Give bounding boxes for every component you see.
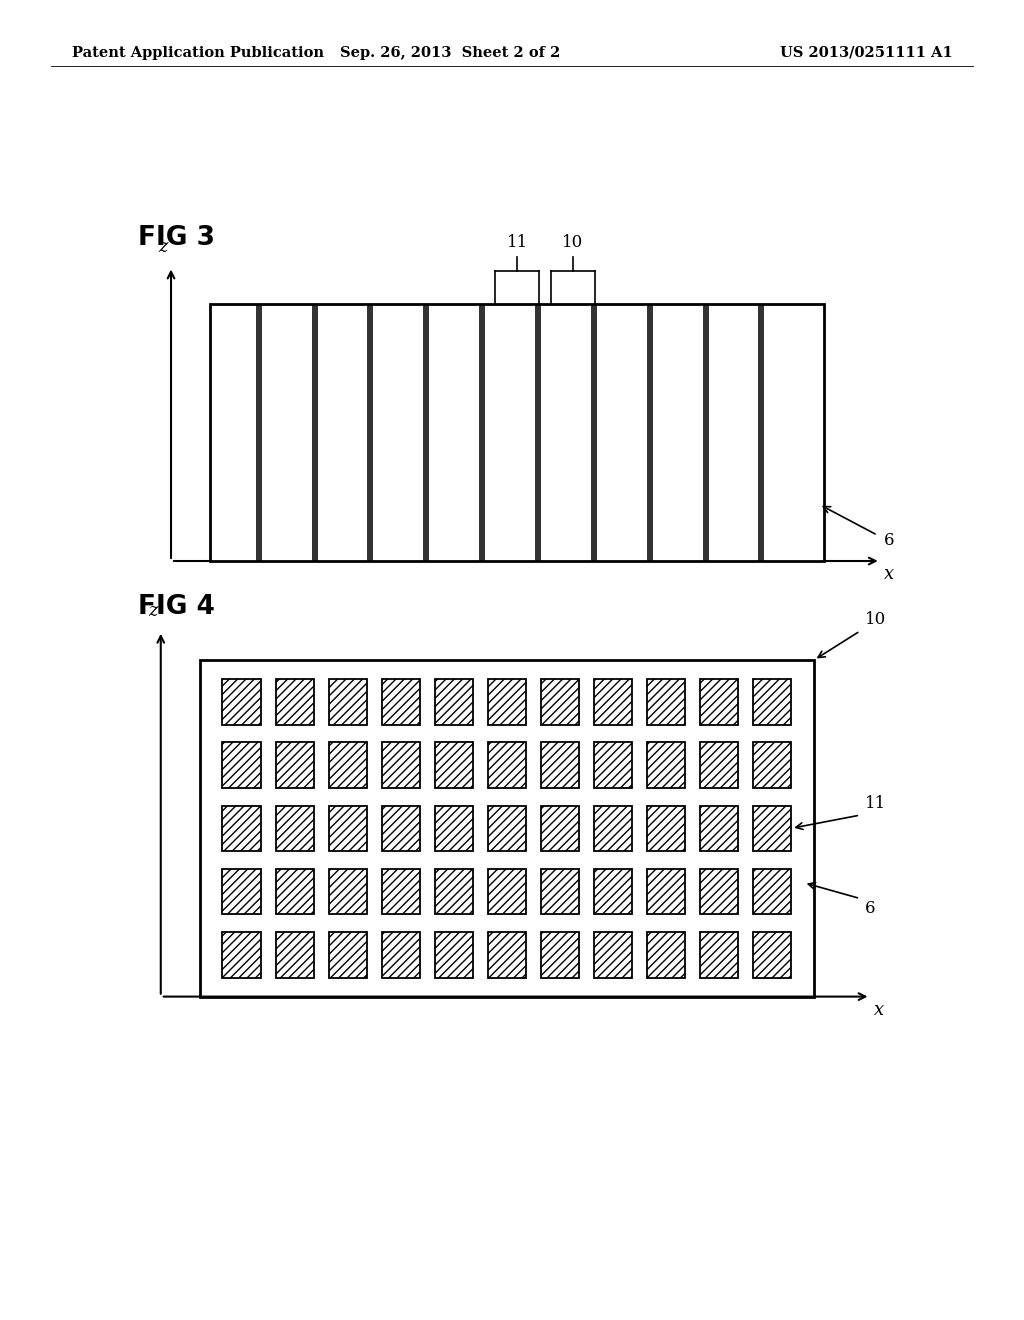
Bar: [647, 304, 652, 561]
Bar: [329, 805, 367, 851]
Bar: [200, 660, 814, 997]
Bar: [275, 805, 313, 851]
Text: z: z: [147, 602, 158, 620]
Text: Patent Application Publication: Patent Application Publication: [72, 46, 324, 59]
Bar: [378, 304, 433, 561]
Bar: [382, 932, 420, 978]
Bar: [700, 805, 738, 851]
Text: US 2013/0251111 A1: US 2013/0251111 A1: [779, 46, 952, 59]
Bar: [329, 932, 367, 978]
Bar: [647, 742, 685, 788]
Text: FIG 4: FIG 4: [138, 594, 215, 620]
Bar: [700, 742, 738, 788]
Bar: [753, 742, 792, 788]
Bar: [594, 678, 632, 725]
Bar: [435, 932, 473, 978]
Bar: [210, 304, 824, 561]
Bar: [753, 932, 792, 978]
Bar: [329, 869, 367, 915]
Text: 6: 6: [884, 532, 894, 549]
Text: 11: 11: [507, 234, 527, 251]
Bar: [541, 678, 579, 725]
Bar: [275, 742, 313, 788]
Bar: [656, 304, 713, 561]
Bar: [489, 304, 545, 561]
Bar: [594, 742, 632, 788]
Bar: [329, 678, 367, 725]
Bar: [210, 304, 266, 561]
Bar: [275, 932, 313, 978]
Bar: [222, 932, 261, 978]
Bar: [594, 805, 632, 851]
Bar: [753, 869, 792, 915]
Bar: [435, 678, 473, 725]
Bar: [700, 869, 738, 915]
Bar: [222, 869, 261, 915]
Bar: [487, 932, 526, 978]
Text: Sep. 26, 2013  Sheet 2 of 2: Sep. 26, 2013 Sheet 2 of 2: [340, 46, 561, 59]
Bar: [541, 869, 579, 915]
Bar: [594, 932, 632, 978]
Bar: [275, 678, 313, 725]
Bar: [479, 304, 485, 561]
Bar: [541, 932, 579, 978]
Bar: [382, 869, 420, 915]
Bar: [311, 304, 317, 561]
Bar: [329, 742, 367, 788]
Bar: [541, 805, 579, 851]
Text: 10: 10: [562, 234, 584, 251]
Text: x: x: [884, 565, 894, 583]
Bar: [759, 304, 765, 561]
Bar: [541, 742, 579, 788]
Bar: [713, 304, 768, 561]
Bar: [433, 304, 489, 561]
Bar: [222, 805, 261, 851]
Bar: [700, 932, 738, 978]
Bar: [256, 304, 262, 561]
Bar: [368, 304, 374, 561]
Bar: [601, 304, 656, 561]
Bar: [275, 869, 313, 915]
Bar: [594, 869, 632, 915]
Bar: [435, 742, 473, 788]
Bar: [647, 678, 685, 725]
Text: 10: 10: [865, 611, 887, 628]
Bar: [487, 742, 526, 788]
Text: z: z: [158, 238, 168, 256]
Bar: [487, 805, 526, 851]
Bar: [210, 304, 824, 561]
Bar: [222, 742, 261, 788]
Bar: [382, 805, 420, 851]
Bar: [753, 678, 792, 725]
Bar: [382, 742, 420, 788]
Bar: [222, 678, 261, 725]
Bar: [647, 805, 685, 851]
Bar: [753, 805, 792, 851]
Bar: [200, 660, 814, 997]
Bar: [435, 805, 473, 851]
Bar: [423, 304, 429, 561]
Bar: [322, 304, 378, 561]
Bar: [435, 869, 473, 915]
Bar: [647, 869, 685, 915]
Bar: [487, 678, 526, 725]
Bar: [768, 304, 824, 561]
Bar: [545, 304, 601, 561]
Text: x: x: [873, 1001, 884, 1019]
Text: 6: 6: [865, 900, 876, 917]
Bar: [535, 304, 541, 561]
Text: 11: 11: [865, 796, 887, 813]
Bar: [591, 304, 597, 561]
Text: FIG 3: FIG 3: [138, 224, 215, 251]
Bar: [382, 678, 420, 725]
Bar: [700, 678, 738, 725]
Bar: [647, 932, 685, 978]
Bar: [487, 869, 526, 915]
Bar: [266, 304, 322, 561]
Bar: [702, 304, 709, 561]
